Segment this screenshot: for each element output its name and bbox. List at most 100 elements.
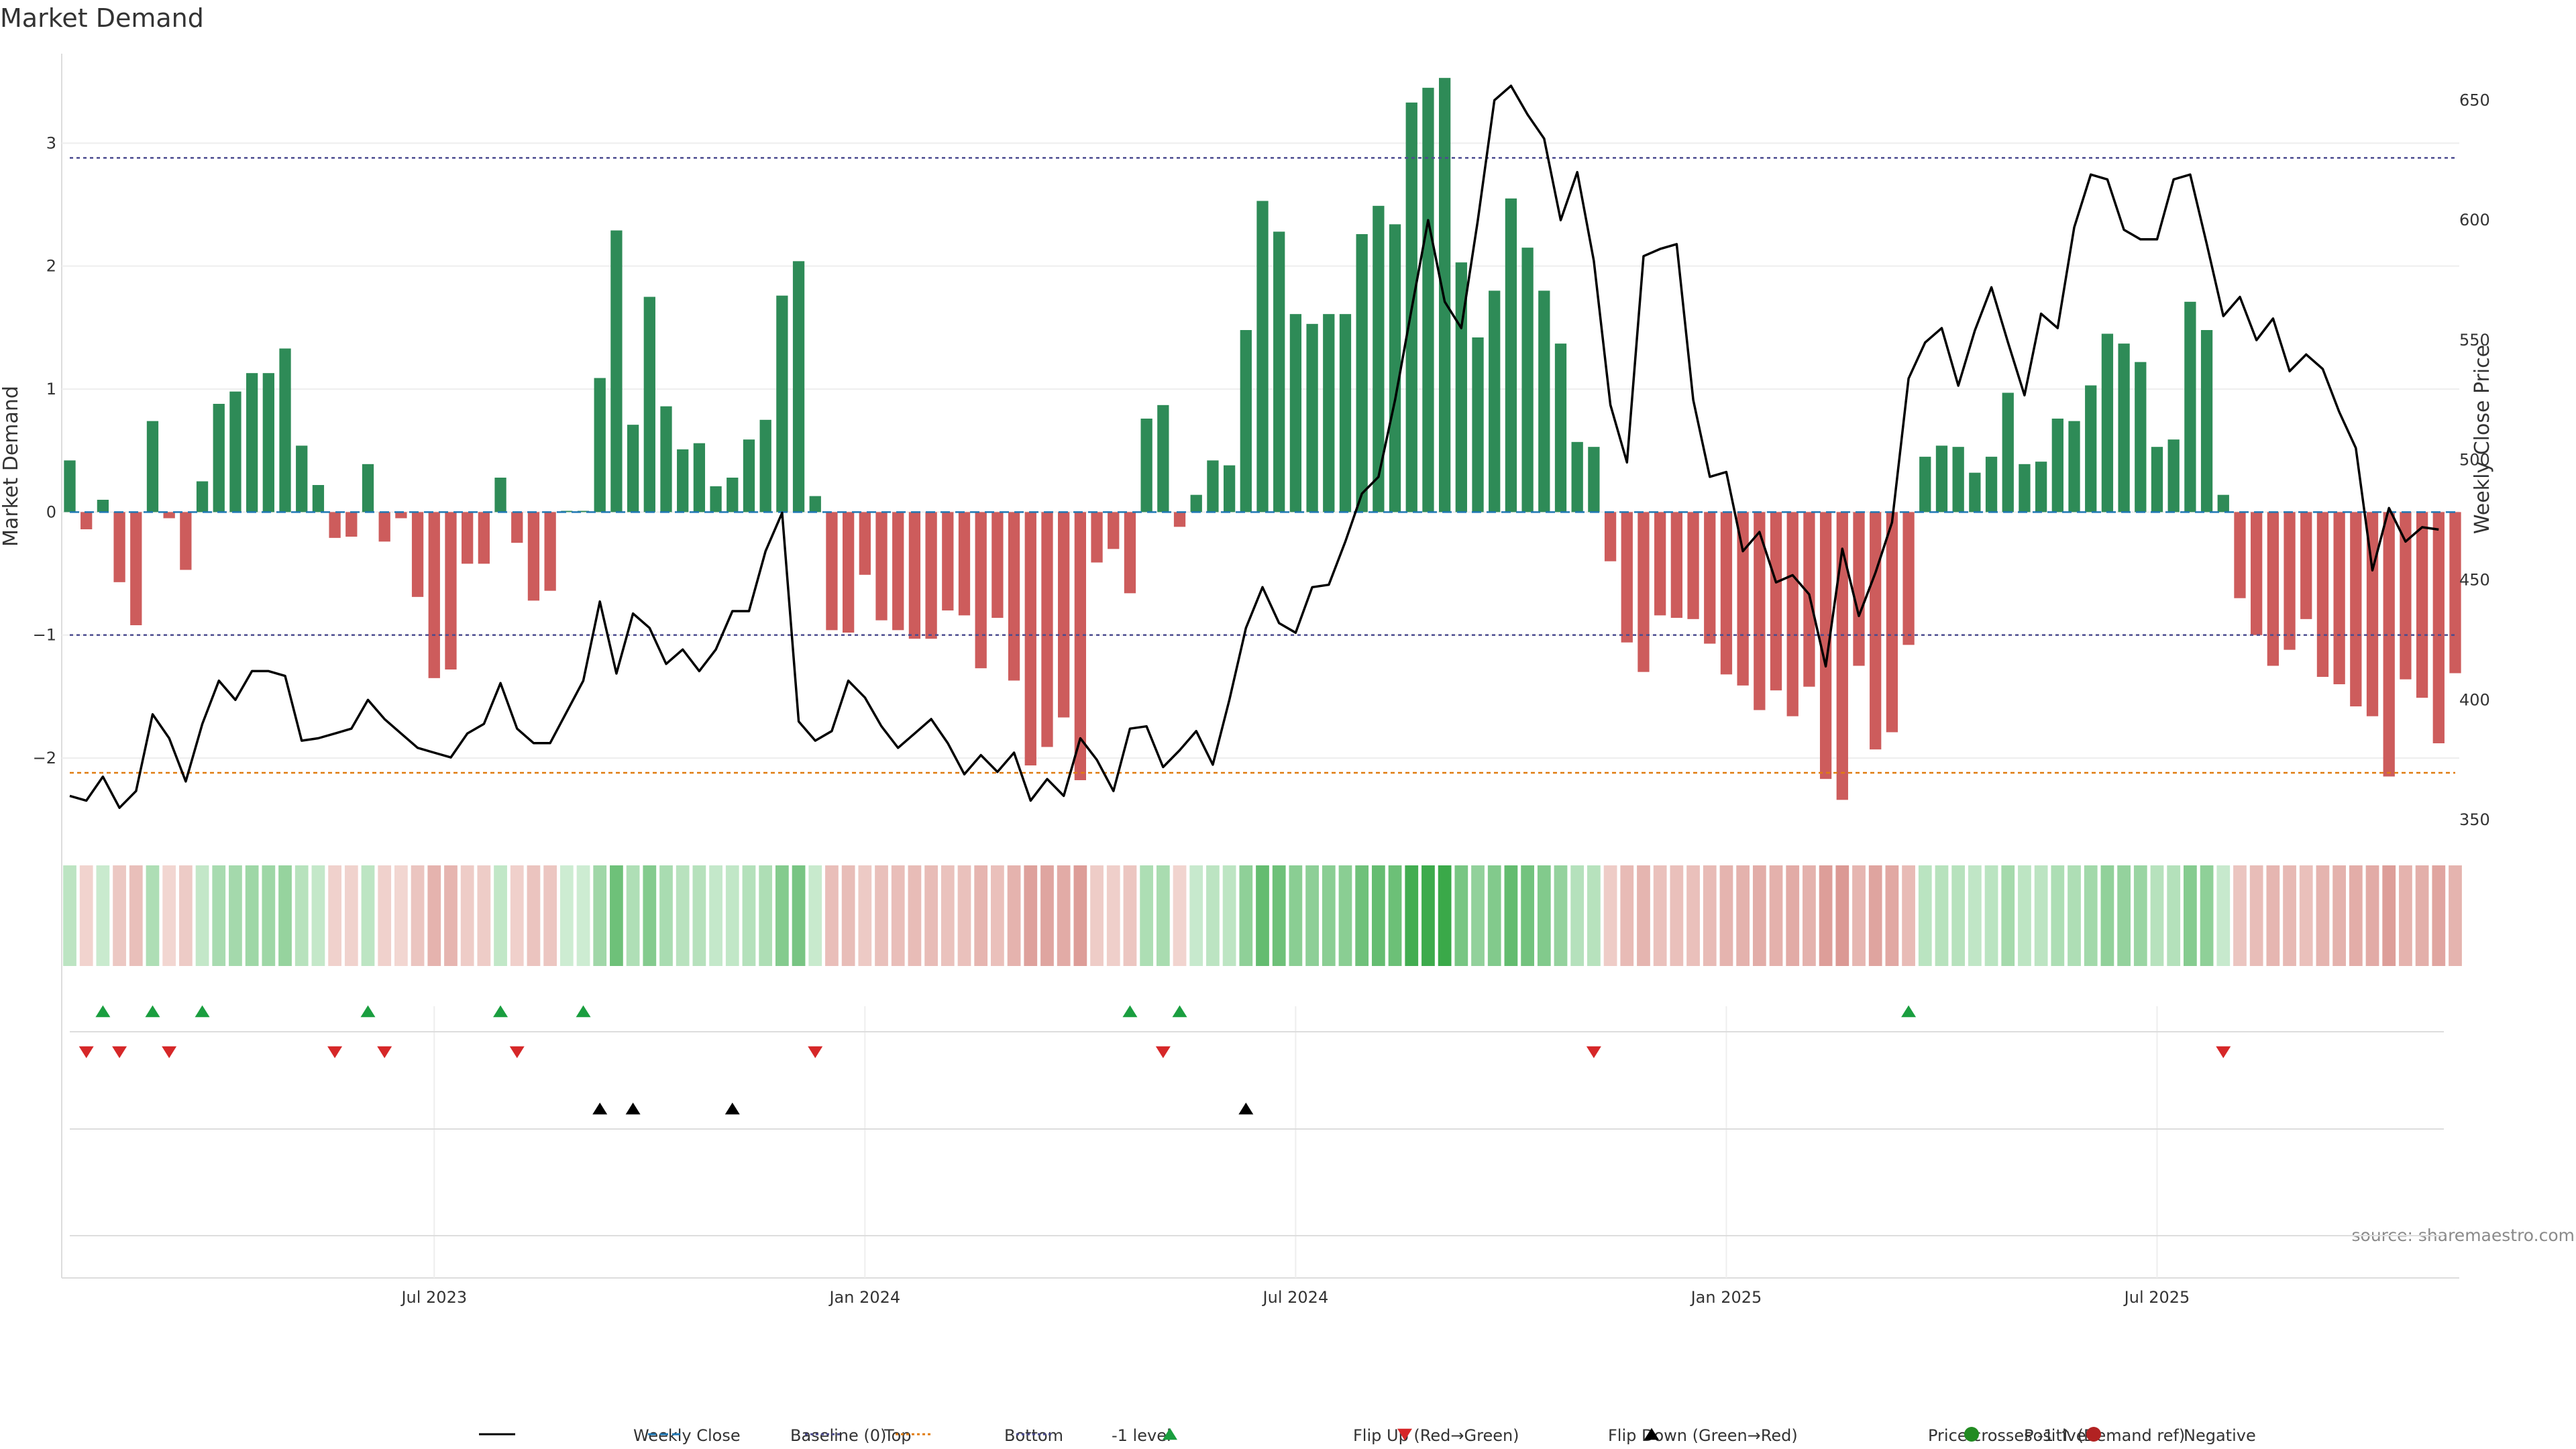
heat-cell <box>2051 865 2065 966</box>
heat-cell <box>2299 865 2313 966</box>
heat-cell <box>1007 865 1021 966</box>
heat-cell <box>2449 865 2462 966</box>
axis-ticks: −2 −1 0 1 2 3 350 400 450 500 550 600 650 Jul 2023 Jan… <box>33 91 2490 1307</box>
y-axis-label: Market Demand <box>0 386 23 547</box>
demand-bar <box>1389 224 1401 513</box>
heat-cell <box>1371 865 1385 966</box>
demand-bar <box>1058 512 1070 718</box>
demand-bar <box>1207 460 1219 513</box>
heat-cell <box>991 865 1004 966</box>
demand-bar <box>1919 456 1931 513</box>
heat-cell <box>1736 865 1750 966</box>
heat-cell <box>825 865 839 966</box>
y2-tick-label: 650 <box>2459 91 2490 109</box>
demand-bar <box>246 373 258 513</box>
heat-cell <box>2034 865 2048 966</box>
y2-axis-label: Weekly Close Price <box>2471 345 2494 534</box>
demand-bar <box>2416 512 2428 698</box>
heat-cell <box>2100 865 2114 966</box>
demand-bar <box>2400 512 2412 680</box>
heat-cell <box>2133 865 2147 966</box>
heat-cell <box>294 865 309 966</box>
heat-cell <box>2167 865 2181 966</box>
demand-bar <box>1604 512 1617 561</box>
heat-cell <box>1189 865 1203 966</box>
demand-bar <box>445 512 457 669</box>
heat-cell <box>2150 865 2164 966</box>
demand-bar <box>97 500 109 513</box>
demand-bar <box>527 512 540 601</box>
heat-cell <box>792 865 806 966</box>
heat-cell <box>1355 865 1369 966</box>
legend-label: -1 level <box>1112 1426 1171 1445</box>
demand-bar <box>1571 441 1583 513</box>
demand-bar <box>146 421 159 513</box>
heat-cell <box>1090 865 1104 966</box>
legend-label: Bottom <box>1004 1426 1063 1445</box>
demand-bar <box>1223 465 1236 513</box>
flip-down-marker <box>162 1046 177 1059</box>
demand-bar <box>1438 78 1451 513</box>
heat-cell <box>1289 865 1303 966</box>
heat-cell <box>1686 865 1700 966</box>
heat-cell <box>626 865 640 966</box>
heat-cell <box>2249 865 2263 966</box>
y2-tick-label: 500 <box>2459 451 2490 470</box>
heat-cell <box>378 865 392 966</box>
heat-cell <box>1057 865 1071 966</box>
heat-cell <box>1703 865 1717 966</box>
demand-bar <box>776 295 788 513</box>
heat-cell <box>2266 865 2280 966</box>
demand-bar <box>2101 333 2114 513</box>
demand-bar <box>1124 512 1136 594</box>
demand-bar <box>163 512 175 519</box>
heat-cell <box>1471 865 1485 966</box>
heat-cell <box>1487 865 1501 966</box>
heat-cell <box>1305 865 1319 966</box>
heat-cell <box>957 865 971 966</box>
heat-cell <box>444 865 458 966</box>
y-tick-label: −2 <box>33 749 56 767</box>
x-tick-label: Jul 2025 <box>2123 1288 2190 1307</box>
heat-cell <box>1421 865 1435 966</box>
heat-cell <box>1537 865 1551 966</box>
flip-down-marker <box>509 1046 525 1059</box>
x-tick-label: Jan 2024 <box>828 1288 900 1307</box>
y-tick-label: 3 <box>46 133 56 152</box>
demand-bar <box>2449 512 2461 674</box>
demand-bar <box>1588 447 1600 513</box>
demand-bar <box>908 512 921 639</box>
legend: Weekly Close Baseline (0)Top Bottom -1 leve… <box>479 1426 2256 1445</box>
heat-cell <box>692 865 706 966</box>
demand-bar <box>594 378 606 513</box>
demand-bar <box>1273 231 1285 513</box>
demand-bar <box>462 512 474 564</box>
heat-cell <box>858 865 872 966</box>
heat-cell <box>1918 865 1932 966</box>
heat-cell <box>742 865 756 966</box>
heat-cell <box>1968 865 1982 966</box>
heat-cell <box>427 865 441 966</box>
demand-bar <box>2019 464 2031 513</box>
demand-bar <box>975 512 987 669</box>
demand-bar <box>2234 512 2246 598</box>
demand-bar <box>1786 512 1799 716</box>
demand-bar <box>1704 512 1716 644</box>
heat-cell <box>510 865 524 966</box>
heat-cell <box>527 865 541 966</box>
heat-cell <box>1206 865 1220 966</box>
heat-cell <box>1786 865 1800 966</box>
heat-cell <box>1156 865 1170 966</box>
heat-cell <box>79 865 93 966</box>
demand-bar <box>2217 494 2229 513</box>
heat-cell <box>1140 865 1154 966</box>
demand-bar <box>1836 512 1848 800</box>
demand-bar <box>561 511 573 513</box>
heat-cell <box>974 865 988 966</box>
demand-bar <box>759 419 771 513</box>
demand-bar <box>710 486 722 513</box>
heat-cell <box>2216 865 2231 966</box>
flip-down-marker <box>1155 1046 1171 1059</box>
heat-cell <box>2399 865 2412 966</box>
demand-bar <box>1538 290 1550 513</box>
